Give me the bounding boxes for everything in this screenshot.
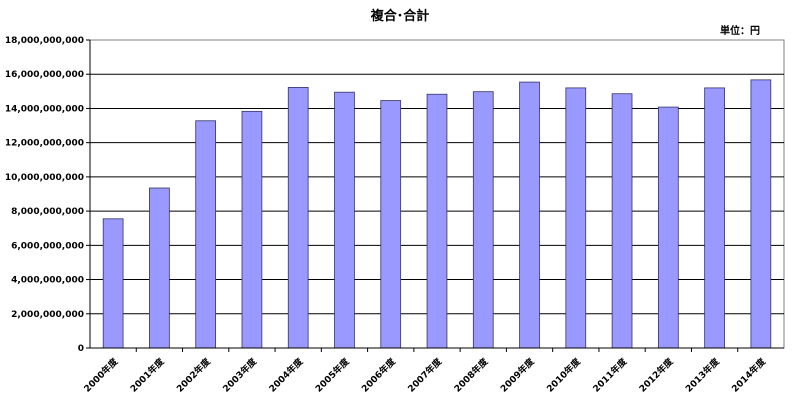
y-tick-label: 14,000,000,000 [5, 104, 84, 114]
bar [704, 87, 725, 349]
chart-title: 複合･合計 [370, 8, 430, 24]
y-tick-label: 2,000,000,000 [11, 310, 84, 320]
x-tick-label: 2014年度 [729, 355, 769, 395]
y-tick-label: 18,000,000,000 [5, 36, 84, 46]
y-tick-label: 10,000,000,000 [5, 173, 84, 183]
bar [611, 93, 633, 349]
bar [380, 100, 402, 349]
y-tick-label: 12,000,000,000 [5, 139, 84, 149]
y-tick-label: 0 [78, 344, 84, 354]
bar [750, 79, 772, 349]
x-tick-label: 2008年度 [451, 355, 491, 395]
x-tick-label: 2003年度 [220, 355, 260, 395]
x-tick-label: 2007年度 [405, 355, 445, 395]
y-tick-label: 16,000,000,000 [5, 70, 84, 80]
x-tick-label: 2002年度 [174, 355, 214, 395]
bar [472, 91, 494, 349]
y-tick-label: 4,000,000,000 [11, 276, 84, 286]
unit-label: 単位：円 [720, 24, 760, 37]
bar [519, 81, 540, 349]
bar [102, 218, 124, 349]
bar [334, 91, 355, 349]
x-tick-label: 2001年度 [128, 355, 168, 395]
bar [195, 120, 217, 349]
bar [426, 93, 448, 349]
bar [565, 87, 587, 349]
x-tick-label: 2000年度 [81, 355, 121, 395]
y-tick-label: 6,000,000,000 [11, 241, 84, 251]
bar [241, 110, 263, 349]
x-tick-label: 2009年度 [498, 355, 538, 395]
bar [287, 87, 309, 349]
x-tick-label: 2006年度 [359, 355, 399, 395]
y-tick-label: 8,000,000,000 [11, 207, 84, 217]
x-tick-label: 2012年度 [637, 355, 677, 395]
x-tick-label: 2004年度 [266, 355, 306, 395]
x-axis: 2000年度 2001年度 2002年度 2003年度 2004年度 2005年度 2006… [81, 347, 784, 395]
bar [657, 106, 679, 349]
x-tick-label: 2013年度 [683, 355, 723, 395]
y-axis: 0 2,000,000,000 4,000,000,000 6,000,000,000… [5, 36, 91, 354]
bars [102, 79, 772, 349]
x-tick-label: 2005年度 [313, 355, 353, 395]
bar [149, 187, 170, 349]
x-tick-label: 2011年度 [590, 355, 630, 395]
x-tick-label: 2010年度 [544, 355, 584, 395]
